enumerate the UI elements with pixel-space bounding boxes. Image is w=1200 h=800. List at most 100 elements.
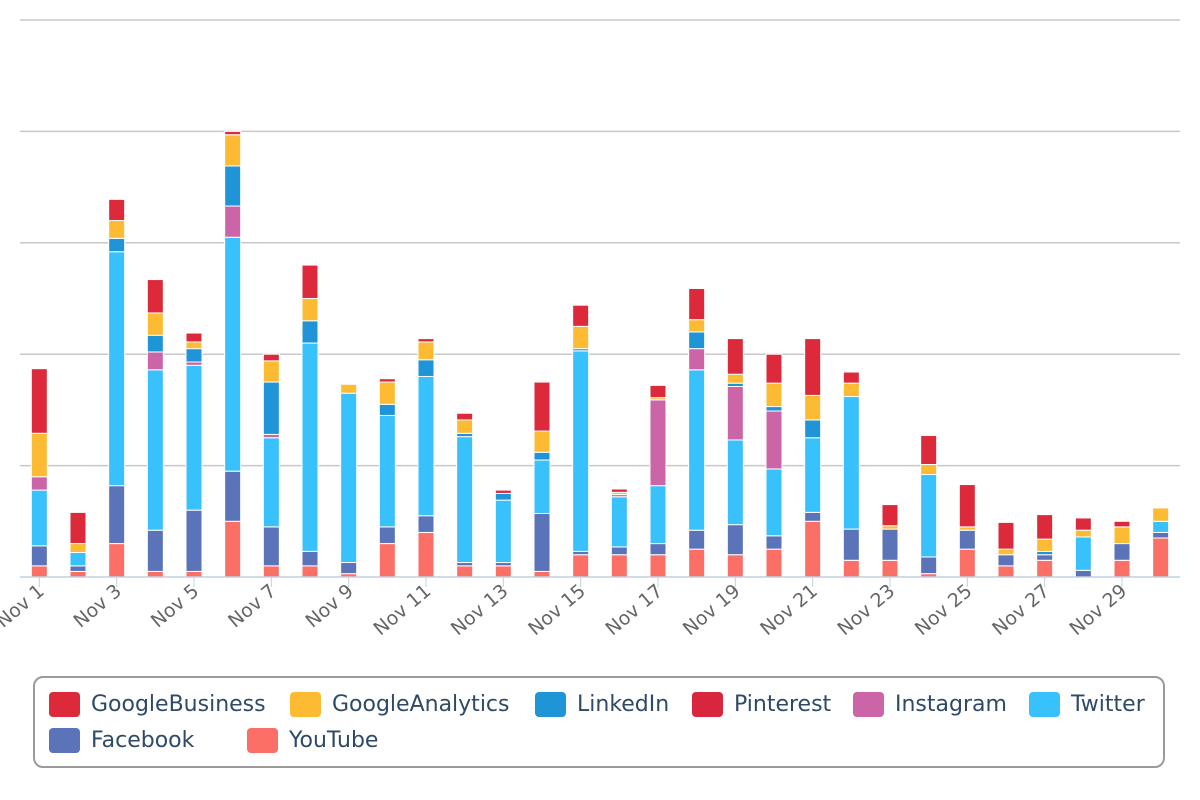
bar-segment-facebook[interactable] — [1074, 569, 1092, 578]
bar-segment-instagram[interactable] — [688, 348, 706, 371]
bar-segment-twitter[interactable] — [804, 437, 822, 513]
bar-segment-linkedin[interactable] — [494, 492, 512, 501]
bar-segment-googleanalytics[interactable] — [224, 134, 242, 167]
bar-segment-youtube[interactable] — [108, 543, 126, 578]
bar-segment-facebook[interactable] — [1152, 531, 1170, 539]
bar-segment-googleanalytics[interactable] — [572, 325, 590, 350]
bar-segment-twitter[interactable] — [262, 437, 280, 528]
bar-segment-youtube[interactable] — [572, 554, 590, 578]
bar-segment-googleanalytics[interactable] — [301, 298, 319, 322]
bar-segment-facebook[interactable] — [146, 529, 164, 572]
bar-segment-googlebusiness[interactable] — [224, 130, 242, 136]
bar-segment-linkedin[interactable] — [456, 432, 474, 438]
bar-segment-youtube[interactable] — [1152, 537, 1170, 578]
bar-segment-youtube[interactable] — [842, 559, 860, 578]
bar-segment-twitter[interactable] — [494, 499, 512, 564]
bar-segment-twitter[interactable] — [1074, 536, 1092, 571]
bar-segment-twitter[interactable] — [726, 439, 744, 526]
bar-segment-facebook[interactable] — [997, 554, 1015, 567]
bar-segment-twitter[interactable] — [301, 342, 319, 552]
bar-segment-googlebusiness[interactable] — [185, 332, 203, 343]
bar-segment-googlebusiness[interactable] — [1036, 514, 1054, 540]
bar-segment-googlebusiness[interactable] — [610, 488, 628, 493]
bar-segment-facebook[interactable] — [688, 529, 706, 550]
bar-segment-googleanalytics[interactable] — [997, 548, 1015, 556]
bar-segment-googlebusiness[interactable] — [108, 198, 126, 222]
bar-segment-googleanalytics[interactable] — [958, 526, 976, 531]
bar-segment-facebook[interactable] — [804, 511, 822, 522]
bar-segment-twitter[interactable] — [765, 468, 783, 537]
bar-segment-linkedin[interactable] — [262, 381, 280, 435]
bar-segment-facebook[interactable] — [1113, 543, 1131, 561]
legend-item[interactable]: LinkedIn — [535, 688, 669, 720]
bar-segment-googlebusiness[interactable] — [688, 287, 706, 321]
bar-segment-linkedin[interactable] — [301, 320, 319, 344]
bar-segment-facebook[interactable] — [726, 524, 744, 556]
bar-segment-googlebusiness[interactable] — [881, 504, 899, 527]
bar-segment-facebook[interactable] — [185, 509, 203, 572]
bar-segment-googleanalytics[interactable] — [417, 341, 435, 361]
bar-segment-youtube[interactable] — [69, 570, 87, 578]
bar-segment-youtube[interactable] — [804, 520, 822, 578]
bar-segment-googleanalytics[interactable] — [1113, 526, 1131, 545]
bar-segment-twitter[interactable] — [224, 236, 242, 472]
bar-segment-googleanalytics[interactable] — [1036, 538, 1054, 552]
bar-segment-twitter[interactable] — [688, 369, 706, 531]
bar-segment-facebook[interactable] — [920, 556, 938, 575]
bar-segment-googlebusiness[interactable] — [649, 384, 667, 399]
bar-segment-youtube[interactable] — [649, 554, 667, 578]
bar-segment-linkedin[interactable] — [417, 359, 435, 377]
bar-segment-youtube[interactable] — [456, 565, 474, 578]
bar-segment-googlebusiness[interactable] — [765, 353, 783, 384]
bar-segment-googlebusiness[interactable] — [456, 412, 474, 421]
bar-segment-linkedin[interactable] — [378, 403, 396, 416]
bar-segment-linkedin[interactable] — [224, 165, 242, 207]
bar-segment-googlebusiness[interactable] — [842, 371, 860, 384]
bar-segment-youtube[interactable] — [30, 565, 48, 578]
bar-segment-googleanalytics[interactable] — [185, 341, 203, 350]
bar-segment-googlebusiness[interactable] — [920, 435, 938, 465]
bar-segment-youtube[interactable] — [494, 565, 512, 578]
bar-segment-youtube[interactable] — [301, 565, 319, 578]
bar-segment-googlebusiness[interactable] — [726, 338, 744, 375]
bar-segment-youtube[interactable] — [997, 565, 1015, 578]
bar-segment-googleanalytics[interactable] — [920, 463, 938, 476]
bar-segment-googleanalytics[interactable] — [688, 319, 706, 333]
bar-segment-instagram[interactable] — [765, 410, 783, 470]
bar-segment-googleanalytics[interactable] — [533, 430, 551, 453]
bar-segment-facebook[interactable] — [572, 550, 590, 556]
bar-segment-twitter[interactable] — [69, 551, 87, 567]
bar-segment-youtube[interactable] — [958, 548, 976, 578]
bar-segment-facebook[interactable] — [108, 485, 126, 545]
bar-segment-linkedin[interactable] — [688, 331, 706, 350]
bar-segment-googlebusiness[interactable] — [1113, 520, 1131, 528]
bar-segment-googlebusiness[interactable] — [417, 338, 435, 343]
legend-item[interactable]: YouTube — [247, 724, 378, 756]
bar-segment-facebook[interactable] — [417, 515, 435, 533]
legend-item[interactable]: Twitter — [1029, 688, 1145, 720]
bar-segment-facebook[interactable] — [30, 545, 48, 567]
bar-segment-linkedin[interactable] — [726, 382, 744, 388]
bar-segment-googleanalytics[interactable] — [842, 382, 860, 398]
bar-segment-facebook[interactable] — [340, 562, 358, 575]
bar-segment-facebook[interactable] — [842, 528, 860, 561]
bar-segment-twitter[interactable] — [185, 364, 203, 511]
bar-segment-twitter[interactable] — [340, 392, 358, 564]
bar-segment-twitter[interactable] — [146, 369, 164, 531]
bar-segment-twitter[interactable] — [533, 459, 551, 515]
bar-segment-twitter[interactable] — [1152, 520, 1170, 533]
bar-segment-twitter[interactable] — [108, 251, 126, 487]
bar-segment-instagram[interactable] — [146, 351, 164, 371]
legend-item[interactable]: Instagram — [853, 688, 1007, 720]
bar-segment-youtube[interactable] — [185, 570, 203, 578]
bar-segment-googlebusiness[interactable] — [30, 368, 48, 434]
bar-segment-googleanalytics[interactable] — [30, 432, 48, 478]
bar-segment-instagram[interactable] — [185, 361, 203, 366]
bar-segment-googleanalytics[interactable] — [804, 394, 822, 421]
bar-segment-googlebusiness[interactable] — [378, 378, 396, 383]
legend-item[interactable]: Facebook — [49, 724, 194, 756]
legend-item[interactable]: Pinterest — [692, 688, 831, 720]
bar-segment-googlebusiness[interactable] — [494, 489, 512, 494]
bar-segment-youtube[interactable] — [533, 570, 551, 578]
bar-segment-twitter[interactable] — [30, 489, 48, 547]
